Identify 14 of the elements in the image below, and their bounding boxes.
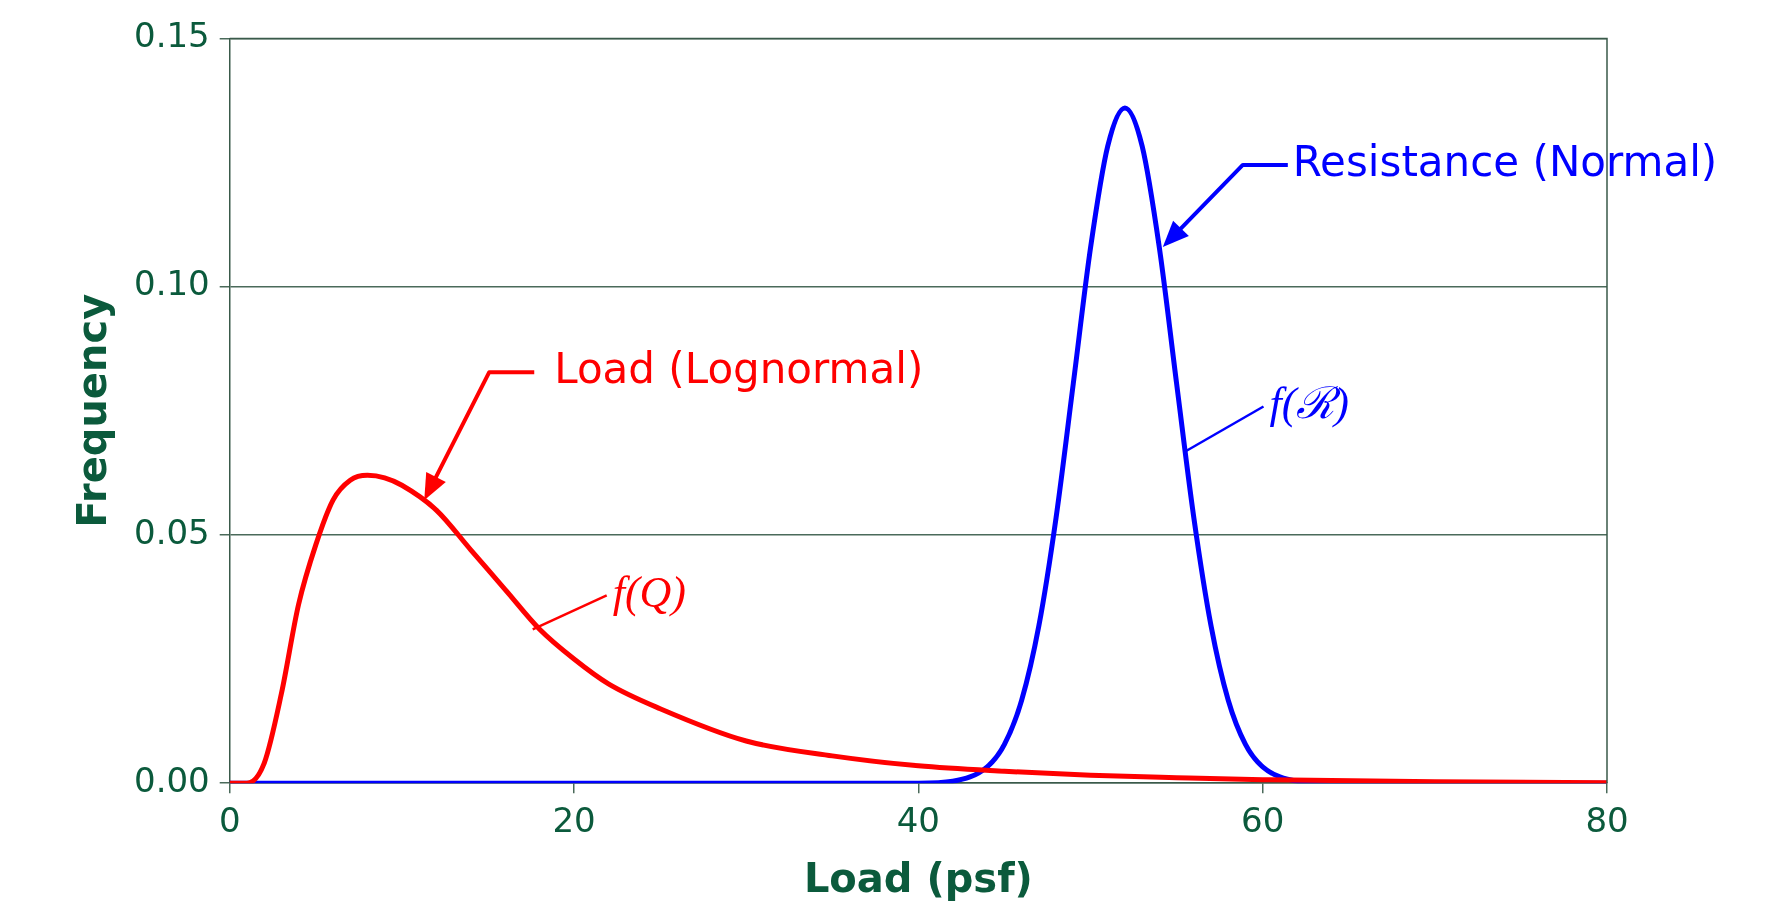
x-tick-label: 80	[1585, 800, 1629, 841]
y-tick-label: 0.05	[134, 511, 210, 552]
x-tick-label: 20	[552, 800, 596, 841]
x-tick-label: 40	[896, 800, 940, 841]
x-tick-label: 0	[218, 800, 241, 841]
annotation: f(ℛ)	[1269, 379, 1350, 429]
y-tick-label: 0.00	[134, 760, 210, 801]
text: Load (Lognormal)	[554, 344, 924, 394]
x-axis-title: Load (psf)	[803, 855, 1033, 902]
y-tick-label: 0.15	[134, 15, 210, 56]
y-tick-label: 0.10	[134, 263, 210, 304]
y-axis-title: Frequency	[69, 293, 116, 528]
x-tick-label: 60	[1241, 800, 1285, 841]
annotation: f(Q)	[612, 567, 687, 617]
